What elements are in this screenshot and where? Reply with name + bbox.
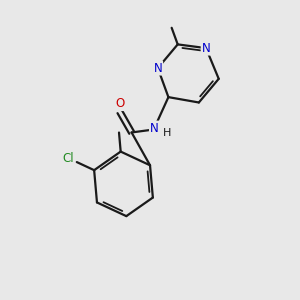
Text: H: H	[163, 128, 171, 138]
Text: N: N	[150, 122, 159, 134]
Text: Cl: Cl	[62, 152, 74, 165]
Text: N: N	[154, 61, 162, 75]
Text: N: N	[202, 42, 210, 55]
Text: O: O	[115, 97, 124, 110]
